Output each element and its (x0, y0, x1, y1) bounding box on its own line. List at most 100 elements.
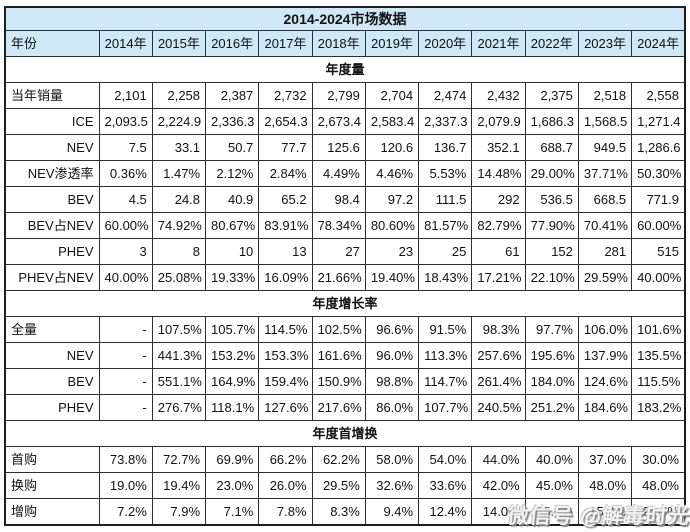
year-header-cell: 2019年 (364, 30, 420, 57)
data-cell: 3 (98, 238, 153, 265)
row-label: 当年销量 (4, 82, 100, 109)
data-cell: 7.1% (205, 498, 260, 526)
year-header-row: 年份 2014年 2015年 2016年 2017年 2018年 2019年 2020年 20… (4, 30, 686, 57)
data-cell: 2.12% (205, 160, 260, 187)
data-cell: 37.71% (577, 160, 633, 187)
year-header-cell: 2023年 (577, 30, 633, 57)
data-cell: 15.0% (524, 498, 579, 526)
row-label: NEV (4, 342, 100, 369)
row-label: NEV渗透率 (4, 160, 100, 187)
data-cell: 1.47% (151, 160, 207, 187)
data-cell: 29.59% (577, 264, 633, 291)
data-cell: 96.6% (364, 316, 420, 343)
data-cell: 74.92% (151, 212, 207, 239)
table-row: PHEV -276.7% 118.1% 127.6% 217.6% 86.0% 107.7%… (4, 394, 686, 421)
data-cell: 10 (205, 238, 260, 265)
data-cell: 668.5 (577, 186, 633, 213)
data-cell: 48.0% (631, 472, 686, 499)
data-cell: 73.8% (98, 446, 153, 473)
data-cell: 8 (151, 238, 207, 265)
data-cell: - (98, 316, 153, 343)
data-cell: 118.1% (205, 394, 260, 421)
data-cell: 19.33% (205, 264, 260, 291)
data-cell: 105.7% (205, 316, 260, 343)
table-row: ICE 2,093.5 2,224.9 2,336.3 2,654.3 2,673.4 2,… (4, 108, 686, 135)
data-cell: 80.67% (205, 212, 260, 239)
data-cell: 70.41% (577, 212, 633, 239)
year-header-cell: 2014年 (98, 30, 153, 57)
row-label: 全量 (4, 316, 100, 343)
data-cell: 44.0% (471, 446, 526, 473)
table-row: 首购 73.8% 72.7% 69.9% 66.2% 62.2% 58.0% 54.0% 44.… (4, 446, 686, 473)
year-header-cell: 2015年 (151, 30, 207, 57)
data-cell: 251.2% (524, 394, 579, 421)
data-cell: 2,337.3 (418, 108, 473, 135)
data-cell: 1,271.4 (631, 108, 686, 135)
row-label: 换购 (4, 472, 100, 499)
data-cell: 40.00% (98, 264, 153, 291)
data-cell: 25.08% (151, 264, 207, 291)
data-cell: 50.7 (205, 134, 260, 161)
data-cell: 50.30% (631, 160, 686, 187)
data-cell: 101.6% (631, 316, 686, 343)
data-cell: 2,673.4 (311, 108, 366, 135)
data-cell: 40.00% (631, 264, 686, 291)
data-cell: 2,558 (631, 82, 686, 109)
data-cell: 536.5 (524, 186, 579, 213)
data-cell: 153.3% (258, 342, 313, 369)
data-cell: 2,101 (98, 82, 153, 109)
data-cell: 2,336.3 (205, 108, 260, 135)
section-header-row: 年度增长率 (4, 290, 686, 317)
data-cell: 183.2% (631, 394, 686, 421)
year-column-label: 年份 (4, 30, 100, 57)
market-data-table: 2014-2024市场数据 年份 2014年 2015年 2016年 2017年 201… (4, 6, 686, 526)
data-cell: 60.00% (98, 212, 153, 239)
data-cell: 2.84% (258, 160, 313, 187)
data-cell: 48.0% (577, 472, 633, 499)
data-cell: - (98, 368, 153, 395)
data-cell: 19.4% (151, 472, 207, 499)
data-cell: 40.9 (205, 186, 260, 213)
data-cell: 2,799 (311, 82, 366, 109)
data-cell: 7.5 (98, 134, 153, 161)
data-cell: 61 (471, 238, 526, 265)
data-cell: 30.0% (631, 446, 686, 473)
row-label: PHEV (4, 238, 100, 265)
data-cell: 29.5% (311, 472, 366, 499)
table-row: BEV占NEV 60.00% 74.92% 80.67% 83.91% 78.34% 80.… (4, 212, 686, 239)
table-row: 增购 7.2% 7.9% 7.1% 7.8% 8.3% 9.4% 12.4% 14.0% 15.0… (4, 498, 686, 526)
year-header-cell: 2016年 (205, 30, 260, 57)
data-cell: 159.4% (258, 368, 313, 395)
year-header-cell: 2021年 (471, 30, 526, 57)
data-cell: 257.6% (471, 342, 526, 369)
data-cell: 25 (418, 238, 473, 265)
data-cell: 77.90% (524, 212, 579, 239)
row-label: NEV (4, 134, 100, 161)
data-cell: 1,568.5 (577, 108, 633, 135)
data-cell: 8.3% (311, 498, 366, 526)
table-row: 换购 19.0% 19.4% 23.0% 26.0% 29.5% 32.6% 33.6% 42.… (4, 472, 686, 499)
data-cell: 107.7% (418, 394, 473, 421)
data-cell: 184.6% (577, 394, 633, 421)
title-row: 2014-2024市场数据 (4, 6, 686, 31)
row-label: BEV (4, 186, 100, 213)
data-cell: 27 (311, 238, 366, 265)
row-label: 增购 (4, 498, 100, 526)
data-cell: 96.0% (364, 342, 420, 369)
table-row: PHEV 3 8 10 13 27 23 25 61 152 281 515 (4, 238, 686, 265)
data-cell: 60.00% (631, 212, 686, 239)
data-cell: 37.0% (577, 446, 633, 473)
data-cell: 17.21% (471, 264, 526, 291)
data-cell: 2,474 (418, 82, 473, 109)
data-cell: 150.9% (311, 368, 366, 395)
data-cell: 7.8% (258, 498, 313, 526)
data-cell: 58.0% (364, 446, 420, 473)
data-cell: 2,224.9 (151, 108, 207, 135)
table-title: 2014-2024市场数据 (4, 6, 686, 31)
data-cell: 66.2% (258, 446, 313, 473)
table-row: 当年销量 2,101 2,258 2,387 2,732 2,799 2,704 2,474 2… (4, 82, 686, 109)
data-cell: 22.10% (524, 264, 579, 291)
data-cell: 136.7 (418, 134, 473, 161)
data-cell: 21.66% (311, 264, 366, 291)
year-header-cell: 2024年 (631, 30, 686, 57)
